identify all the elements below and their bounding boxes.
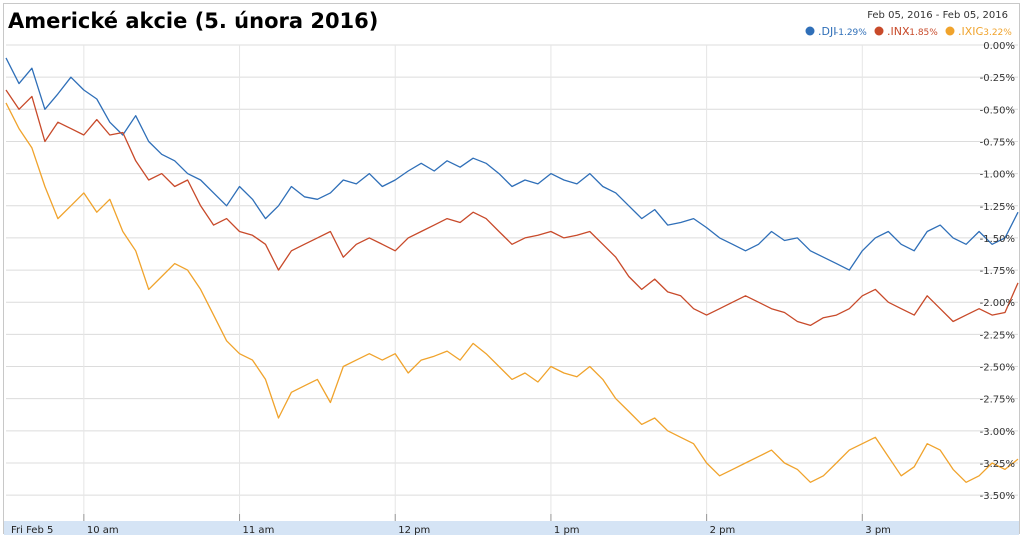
legend-marker bbox=[874, 26, 884, 36]
legend-series-name: .INX bbox=[887, 25, 910, 38]
legend-marker bbox=[805, 26, 815, 36]
legend-marker bbox=[945, 26, 955, 36]
y-tick-label: -3.25% bbox=[980, 459, 1015, 470]
chart-title: Americké akcie (5. února 2016) bbox=[8, 9, 378, 33]
date-range: Feb 05, 2016 - Feb 05, 2016 bbox=[867, 10, 1008, 21]
y-tick-label: -1.75% bbox=[980, 266, 1015, 277]
x-tick-label: 11 am bbox=[243, 525, 275, 536]
series-line bbox=[5, 57, 1019, 271]
y-tick-label: -0.75% bbox=[980, 137, 1015, 148]
series-line bbox=[5, 102, 1019, 483]
legend: .DJI-1.29% .INX-1.85% .IXIC-3.22% bbox=[805, 25, 1012, 38]
y-tick-label: -2.00% bbox=[980, 298, 1015, 309]
y-tick-label: -2.25% bbox=[980, 330, 1015, 341]
x-tick-label: 12 pm bbox=[398, 525, 430, 536]
y-tick-label: -1.50% bbox=[980, 234, 1015, 245]
series-lines bbox=[5, 57, 1019, 483]
y-tick-label: -1.00% bbox=[980, 170, 1015, 181]
y-tick-label: 0.00% bbox=[983, 41, 1015, 52]
legend-series-name: .DJI bbox=[818, 25, 836, 38]
y-tick-label: -3.50% bbox=[980, 491, 1015, 502]
y-tick-label: -2.75% bbox=[980, 395, 1015, 406]
x-tick-label: Fri Feb 5 bbox=[11, 525, 53, 536]
x-axis-ticks: Fri Feb 5 10 am 11 am 12 pm 1 pm 2 pm 3 pm bbox=[11, 514, 891, 536]
y-tick-label: -2.50% bbox=[980, 363, 1015, 374]
legend-series-name: .IXIC bbox=[958, 25, 984, 38]
y-tick-label: -0.50% bbox=[980, 105, 1015, 116]
x-tick-label: 10 am bbox=[87, 525, 119, 536]
x-tick-label: 1 pm bbox=[554, 525, 580, 536]
y-axis-ticks: 0.00% -0.25% -0.50% -0.75% -1.00% -1.25% -1.50… bbox=[980, 41, 1015, 502]
series-line bbox=[5, 89, 1019, 327]
x-tick-label: 2 pm bbox=[710, 525, 736, 536]
x-tick-label: 3 pm bbox=[865, 525, 891, 536]
y-tick-label: -0.25% bbox=[980, 73, 1015, 84]
y-tick-label: -3.00% bbox=[980, 427, 1015, 438]
x-axis-band bbox=[4, 521, 1019, 535]
grid-lines bbox=[6, 44, 1018, 521]
legend-series-change: -1.29% bbox=[835, 28, 867, 38]
legend-series-change: -3.22% bbox=[980, 28, 1012, 38]
legend-series-change: -1.85% bbox=[906, 28, 938, 38]
y-tick-label: -1.25% bbox=[980, 202, 1015, 213]
